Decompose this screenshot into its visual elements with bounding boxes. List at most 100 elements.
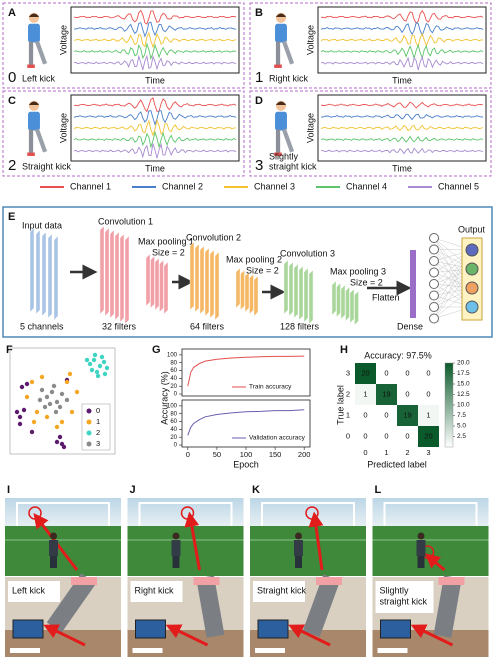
neuron <box>429 244 439 255</box>
class-label: Right kick <box>269 73 309 83</box>
signal-trace <box>73 118 236 137</box>
neuron <box>429 233 439 243</box>
scatter-point <box>61 444 67 450</box>
feature-map <box>194 243 200 313</box>
x-axis-label: Time <box>145 163 165 173</box>
game-field <box>250 526 366 576</box>
matrix-cell <box>418 363 439 384</box>
scatter-point <box>49 389 55 395</box>
output-neuron <box>465 281 479 295</box>
leg <box>281 128 295 153</box>
layer-label: 5 channels <box>20 321 64 331</box>
hair <box>275 13 287 17</box>
scatter-point <box>44 414 50 420</box>
goal <box>261 502 355 526</box>
scatter-point <box>31 419 37 425</box>
layer-label: Size = 2 <box>246 265 279 275</box>
signal-trace <box>73 142 237 159</box>
caption-box <box>375 581 434 613</box>
signal-trace <box>320 101 484 109</box>
panel-letter: G <box>152 344 161 356</box>
feature-map <box>293 263 299 319</box>
scatter-point <box>89 367 95 373</box>
matrix-cell <box>397 405 418 426</box>
shoe <box>274 64 282 68</box>
accuracy-curve <box>187 409 305 436</box>
panel-letter: C <box>8 95 16 107</box>
scatter-point <box>54 439 60 445</box>
signal-trace <box>73 110 237 126</box>
feature-map <box>340 284 346 320</box>
feature-map <box>35 229 41 315</box>
shoe <box>274 152 282 156</box>
photo-trouser <box>433 575 462 638</box>
legend-marker <box>86 419 92 425</box>
player-head <box>172 532 180 540</box>
cell-value: 1 <box>363 389 367 398</box>
legend-label: Validation accuracy <box>249 435 306 442</box>
shot-arrow <box>308 511 324 571</box>
cell-value: 0 <box>405 389 409 398</box>
signal-trace <box>320 43 484 60</box>
laptop <box>380 619 411 639</box>
legend-label: Channel 5 <box>438 181 479 191</box>
hair <box>28 13 40 17</box>
y-tick-label: 40 <box>170 376 177 382</box>
col-label: 0 <box>363 448 367 457</box>
signal-trace <box>320 147 484 155</box>
matrix-cell <box>418 426 439 447</box>
scatter-point <box>67 371 73 377</box>
colorbar-label: 5.0 <box>457 423 466 430</box>
caption-box <box>8 581 60 602</box>
y-tick-label: 80 <box>170 360 177 366</box>
leg <box>28 41 34 66</box>
matrix-cell <box>418 384 439 405</box>
person-icon <box>274 12 295 68</box>
cell-value: 1 <box>426 410 430 419</box>
layer-label: 128 filters <box>280 321 320 331</box>
signal-trace <box>73 21 237 38</box>
panel-letter: I <box>7 484 10 496</box>
layer-label: Convolution 3 <box>280 248 335 258</box>
player-head <box>295 532 302 540</box>
neuron <box>429 256 439 266</box>
y-tick-label: 20 <box>170 435 177 441</box>
scatter-point <box>39 374 45 380</box>
plot-frame <box>181 348 311 397</box>
matrix-cell <box>355 405 376 426</box>
feature-map <box>41 231 47 317</box>
feature-map <box>119 233 125 323</box>
feature-map <box>240 269 245 311</box>
panel-letter: J <box>130 484 136 496</box>
class-label: Slightly <box>269 151 299 161</box>
cell-value: 0 <box>384 368 388 377</box>
leg <box>34 128 48 153</box>
cell-value: 0 <box>384 431 388 440</box>
row-label: 1 <box>346 410 350 419</box>
matrix-cell <box>355 363 376 384</box>
caption-box <box>253 581 305 602</box>
player-body <box>416 540 426 556</box>
cell-value: 0 <box>405 431 409 440</box>
feature-map <box>244 271 250 313</box>
panel-letter: H <box>340 344 348 356</box>
feature-map <box>235 267 241 309</box>
scatter-point <box>101 359 107 365</box>
legend-marker <box>86 430 92 436</box>
feature-map <box>53 235 59 321</box>
layer-label: Convolution 1 <box>98 216 153 226</box>
feature-map <box>109 229 115 319</box>
scatter-point <box>21 407 27 413</box>
photo-caption: Slightly <box>380 585 410 595</box>
class-number: 2 <box>8 157 16 174</box>
goal <box>383 502 478 526</box>
x-tick-label: 100 <box>240 450 253 459</box>
legend-label: Train accuracy <box>249 384 292 391</box>
leg <box>28 129 34 154</box>
cell-value: 0 <box>426 389 430 398</box>
colorbar-label: 15.0 <box>457 381 470 388</box>
y-tick-label: 0 <box>174 392 178 398</box>
scatter-point <box>74 389 80 395</box>
leg <box>275 129 281 154</box>
panel-letter: D <box>255 95 263 107</box>
